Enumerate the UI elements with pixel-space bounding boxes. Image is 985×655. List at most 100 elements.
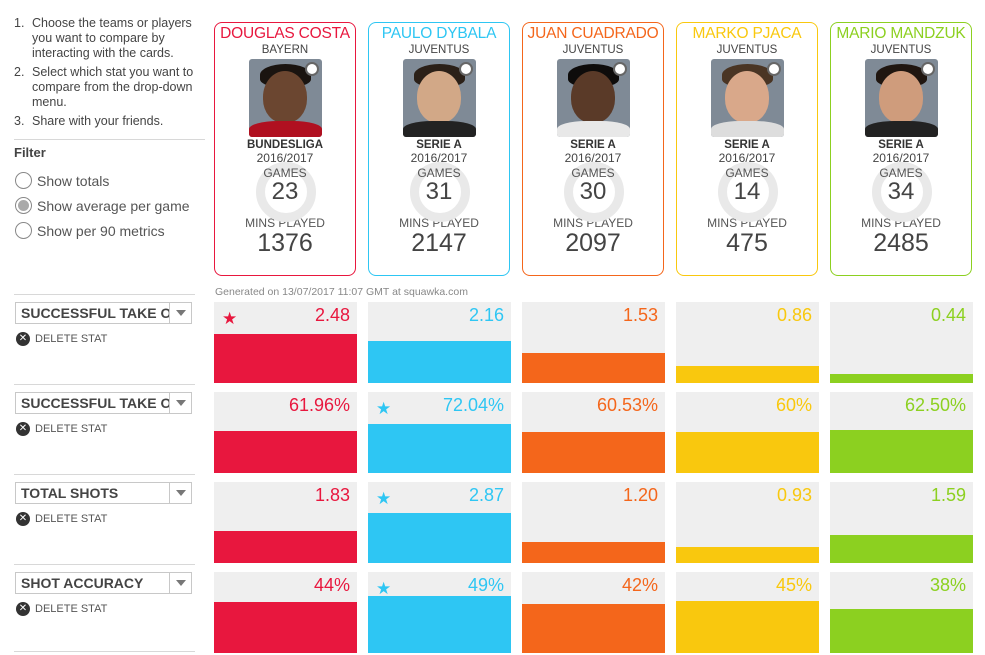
instruction-text: Share with your friends. (32, 114, 164, 128)
divider (14, 474, 195, 475)
stat-dropdown[interactable]: TOTAL SHOTS (15, 482, 192, 504)
stat-bar (830, 609, 973, 653)
stat-value: 44% (313, 575, 350, 595)
star-icon: ★ (376, 399, 392, 418)
stat-cell: 44% (214, 572, 357, 653)
stat-dropdown[interactable]: SUCCESSFUL TAKE O (15, 392, 192, 414)
player-club: JUVENTUS (408, 44, 470, 56)
filter-title: Filter (14, 145, 46, 160)
stat-value: 60.53% (596, 395, 658, 415)
delete-stat-button[interactable]: ✕ DELETE STAT (16, 602, 107, 616)
player-card[interactable]: DOUGLAS COSTA BAYERN BUNDESLIGA 2016/201… (214, 22, 356, 276)
stat-bar (676, 432, 819, 473)
divider (14, 564, 195, 565)
stat-dropdown[interactable]: SUCCESSFUL TAKE O (15, 302, 192, 324)
games-label: GAMES (725, 166, 769, 180)
stat-dropdown[interactable]: SHOT ACCURACY (15, 572, 192, 594)
mins-value: 2485 (873, 229, 929, 257)
stat-bar (522, 432, 665, 473)
stat-value: 62.50% (904, 395, 966, 415)
delete-stat-label: DELETE STAT (35, 423, 108, 435)
stat-bar (676, 601, 819, 653)
swap-player-icon[interactable] (766, 62, 781, 76)
filter-option-per90[interactable]: Show per 90 metrics (15, 222, 165, 239)
mins-value: 2147 (411, 229, 467, 257)
stat-value: 2.48 (314, 305, 350, 325)
chevron-down-icon (169, 483, 191, 503)
close-icon: ✕ (16, 602, 30, 616)
player-card[interactable]: MARIO MANDZUK JUVENTUS SERIE A 2016/2017… (830, 22, 972, 276)
stat-cell: 62.50% (830, 392, 973, 473)
mins-label: MINS PLAYED (245, 216, 325, 230)
player-league: SERIE A (878, 139, 924, 151)
filter-option-totals[interactable]: Show totals (15, 172, 109, 189)
stat-bar (214, 334, 357, 383)
player-shirt (864, 121, 938, 137)
swap-player-icon[interactable] (612, 62, 627, 76)
filter-option-average[interactable]: Show average per game (15, 197, 190, 214)
stat-cell: 1.53 (522, 302, 665, 383)
stat-value: 0.93 (776, 485, 812, 505)
stat-bar (368, 596, 511, 653)
divider (14, 139, 205, 140)
stat-dropdown-label: SHOT ACCURACY (21, 575, 144, 591)
stat-cell: 61.96% (214, 392, 357, 473)
star-icon: ★ (376, 579, 392, 598)
instruction-item: 2. Select which stat you want to compare … (14, 65, 206, 110)
divider (14, 384, 195, 385)
player-face (878, 71, 923, 123)
instruction-item: 3. Share with your friends. (14, 114, 206, 129)
stat-value: 0.44 (930, 305, 966, 325)
stat-value: 0.86 (776, 305, 812, 325)
stat-cell: ★ 2.87 (368, 482, 511, 563)
stat-cell: 1.83 (214, 482, 357, 563)
player-photo (710, 59, 784, 137)
stat-cell: 0.86 (676, 302, 819, 383)
player-season: 2016/2017 (718, 151, 776, 165)
stat-cell: 60.53% (522, 392, 665, 473)
swap-player-icon[interactable] (304, 62, 319, 76)
close-icon: ✕ (16, 332, 30, 346)
player-name: MARIO MANDZUK (836, 25, 966, 42)
generated-timestamp: Generated on 13/07/2017 11:07 GMT at squ… (215, 286, 468, 298)
swap-player-icon[interactable] (920, 62, 935, 76)
mins-label: MINS PLAYED (399, 216, 479, 230)
games-label: GAMES (879, 166, 923, 180)
stat-value: 49% (467, 575, 504, 595)
player-card[interactable]: JUAN CUADRADO JUVENTUS SERIE A 2016/2017… (522, 22, 664, 276)
player-season: 2016/2017 (410, 151, 468, 165)
delete-stat-button[interactable]: ✕ DELETE STAT (16, 512, 107, 526)
player-card[interactable]: MARKO PJACA JUVENTUS SERIE A 2016/2017 G… (676, 22, 818, 276)
games-stat: GAMES 30 (523, 162, 663, 222)
player-season: 2016/2017 (872, 151, 930, 165)
games-stat: GAMES 23 (215, 162, 355, 222)
instruction-item: 1. Choose the teams or players you want t… (14, 16, 206, 61)
delete-stat-label: DELETE STAT (35, 333, 108, 345)
stat-bar (368, 341, 511, 383)
delete-stat-button[interactable]: ✕ DELETE STAT (16, 332, 107, 346)
player-shirt (710, 121, 784, 137)
chevron-down-icon (169, 573, 191, 593)
stat-value: 72.04% (442, 395, 504, 415)
instructions-list: 1. Choose the teams or players you want t… (14, 16, 206, 133)
filter-option-label: Show totals (37, 172, 110, 189)
stat-cell: ★ 49% (368, 572, 511, 653)
games-label: GAMES (571, 166, 615, 180)
delete-stat-button[interactable]: ✕ DELETE STAT (16, 422, 107, 436)
player-name: MARKO PJACA (692, 25, 802, 42)
mins-value: 1376 (257, 229, 313, 257)
close-icon: ✕ (16, 512, 30, 526)
stat-cell: 42% (522, 572, 665, 653)
player-club: JUVENTUS (870, 44, 932, 56)
player-league: SERIE A (416, 139, 462, 151)
mins-value: 2097 (565, 229, 621, 257)
games-ring (872, 162, 932, 222)
mins-label: MINS PLAYED (707, 216, 787, 230)
player-name: JUAN CUADRADO (527, 25, 659, 42)
player-card[interactable]: PAULO DYBALA JUVENTUS SERIE A 2016/2017 … (368, 22, 510, 276)
swap-player-icon[interactable] (458, 62, 473, 76)
mins-label: MINS PLAYED (861, 216, 941, 230)
stat-bar (830, 374, 973, 383)
games-value: 14 (733, 178, 761, 205)
games-ring (564, 162, 624, 222)
